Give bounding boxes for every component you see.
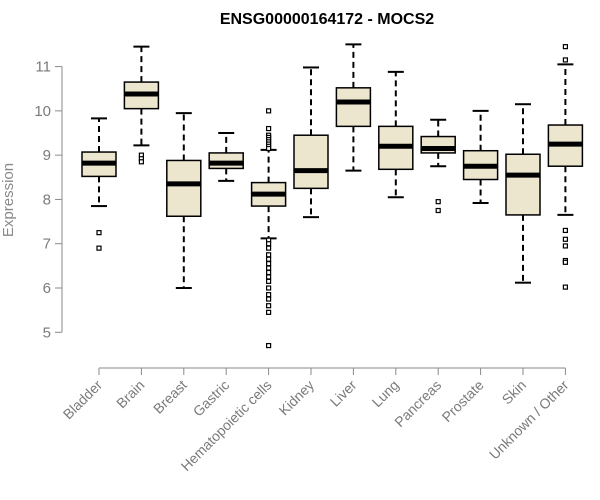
box-pancreas: [420, 118, 456, 214]
x-tick-label: Brain: [113, 377, 147, 411]
x-tick-label: Unknown / Other: [486, 377, 572, 463]
box-skin: [505, 103, 541, 284]
outlier-point: [266, 292, 272, 298]
y-tick-label: 9: [43, 147, 51, 164]
x-tick-label: Skin: [499, 377, 530, 408]
outlier-point: [562, 243, 569, 249]
outlier-point: [266, 245, 272, 251]
outlier-point: [266, 303, 272, 309]
y-axis: 5 6 7 8 9 10 11: [34, 59, 63, 341]
x-tick-label: Breast: [150, 377, 190, 417]
outlier-point: [562, 227, 569, 234]
outlier-point: [138, 159, 144, 165]
box-kidney: [293, 66, 329, 219]
iqr-box: [293, 134, 329, 190]
outlier-point: [266, 252, 272, 258]
y-tick-label: 5: [43, 324, 51, 341]
x-tick-label: Prostate: [439, 377, 487, 425]
y-tick-label: 8: [43, 191, 51, 208]
outlier-point: [562, 57, 569, 63]
outlier-point: [562, 236, 569, 242]
chart-title: ENSG00000164172 - MOCS2: [220, 11, 434, 28]
outlier-point: [266, 108, 272, 114]
iqr-box: [166, 159, 202, 218]
box-unknown-other: [547, 44, 584, 290]
outlier-point: [96, 245, 102, 251]
outlier-point: [435, 199, 441, 205]
box-hematopoietic-cells: [250, 108, 287, 349]
outlier-point: [266, 285, 272, 291]
box-lung: [378, 70, 414, 199]
outlier-point: [435, 207, 441, 214]
box-prostate: [462, 109, 499, 204]
iqr-box: [505, 153, 541, 216]
outlier-point: [96, 230, 102, 236]
y-axis-label: Expression: [0, 163, 17, 237]
box-breast: [166, 112, 202, 289]
boxes: [81, 43, 584, 349]
y-tick-label: 7: [43, 236, 51, 253]
x-tick-label: Liver: [327, 377, 360, 410]
x-tick-label: Lung: [369, 377, 402, 410]
x-tick-label: Pancreas: [391, 377, 444, 430]
outlier-point: [266, 241, 272, 247]
outlier-point: [266, 269, 272, 276]
y-tick-label: 11: [35, 59, 51, 76]
box-gastric: [208, 132, 244, 182]
outlier-point: [266, 261, 272, 267]
outlier-point: [266, 309, 272, 315]
outlier-point: [266, 145, 272, 152]
outlier-point: [266, 274, 272, 280]
box-brain: [123, 45, 160, 165]
x-tick-label: Kidney: [276, 377, 318, 419]
iqr-box: [335, 87, 372, 128]
box-liver: [335, 43, 372, 172]
box-bladder: [81, 117, 117, 251]
outlier-point: [266, 265, 272, 271]
x-tick-label: Bladder: [60, 377, 106, 423]
outlier-point: [266, 125, 272, 132]
outlier-point: [266, 278, 272, 284]
y-tick-label: 6: [43, 280, 51, 297]
outlier-point: [562, 259, 569, 265]
outlier-point: [266, 296, 272, 302]
outlier-point: [562, 284, 569, 290]
outlier-point: [562, 44, 569, 50]
y-tick-label: 10: [34, 103, 51, 120]
outlier-point: [266, 256, 272, 262]
outlier-point: [266, 342, 272, 349]
